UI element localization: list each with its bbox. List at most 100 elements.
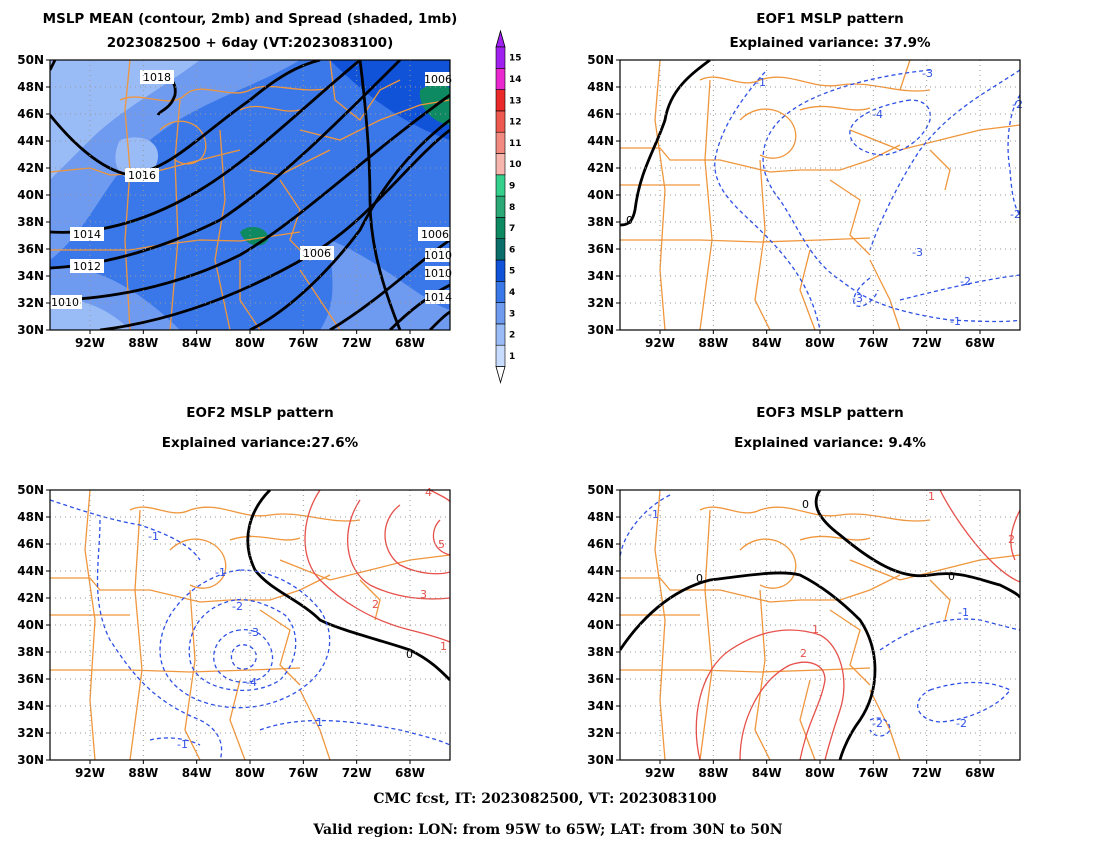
lat-tick-label: 38N: [17, 645, 44, 659]
colorbar-box: [495, 302, 506, 325]
contour-label: 2: [372, 598, 379, 611]
colorbar-label: 10: [509, 160, 522, 170]
mean-contour-labels: 1018 1016 1014 1012 1010 1006 1006 1006 …: [48, 70, 452, 309]
colorbar-label: 3: [509, 309, 515, 319]
lon-tick-label: 76W: [288, 766, 318, 780]
contour-label: 3: [420, 588, 427, 601]
contour-label: -1: [148, 530, 159, 543]
lon-tick-label: 76W: [288, 336, 318, 350]
lon-tick-label: 88W: [698, 336, 728, 350]
map-axes: 50N 48N 46N 44N 42N 40N 38N 36N 34N 32N 30N 92W 88W 8…: [17, 53, 451, 350]
lat-tick-label: 48N: [17, 80, 44, 94]
lat-tick-label: 32N: [17, 726, 44, 740]
lat-tick-label: 34N: [17, 699, 44, 713]
lon-tick-label: 88W: [128, 766, 158, 780]
contour-label: -1: [648, 508, 659, 521]
map-axes: 50N 48N 46N 44N 42N 40N 38N 36N 34N 32N 30N 92W 88W 8…: [17, 483, 451, 780]
contour-label: 1010: [424, 249, 452, 262]
lat-tick-label: 38N: [587, 215, 614, 229]
eof2-title-line2: Explained variance:27.6%: [162, 435, 359, 451]
contour-label: -2: [232, 600, 243, 613]
colorbar-bottom-arrow: [495, 366, 506, 384]
colorbar-box: [495, 195, 506, 218]
lat-tick-label: 40N: [17, 618, 44, 632]
eof-contours: [620, 490, 1020, 760]
contour-label: 0: [626, 214, 633, 227]
contour-label: 5: [438, 538, 445, 551]
colorbar-box: [495, 131, 506, 154]
lat-tick-label: 48N: [587, 80, 614, 94]
colorbar-box: [495, 259, 506, 282]
contour-label: 1014: [424, 291, 452, 304]
lat-tick-label: 44N: [17, 134, 44, 148]
colorbar-label: 9: [509, 181, 515, 191]
lon-tick-label: 72W: [342, 336, 372, 350]
lon-tick-label: 92W: [645, 336, 675, 350]
lat-tick-label: 30N: [587, 323, 614, 337]
contour-label: 1016: [128, 169, 156, 182]
contour-label: -1: [755, 76, 766, 89]
lon-tick-label: 68W: [965, 336, 995, 350]
lat-tick-label: 50N: [587, 483, 614, 497]
contour-label: -2: [1010, 208, 1021, 221]
contour-label: 1006: [303, 247, 331, 260]
contour-label: 0: [802, 498, 809, 511]
contour-label: 1018: [143, 71, 171, 84]
lat-tick-label: 32N: [587, 296, 614, 310]
contour-label: -4: [872, 108, 883, 121]
contour-label: 0: [696, 572, 703, 585]
colorbar-label: 2: [509, 331, 515, 341]
eof2-contour-labels: -1 -1 -2 -3 -4 -1 -1 0 1 2 3 4 5: [148, 486, 447, 751]
contour-label: 2: [1008, 533, 1015, 546]
footer-forecast-info: CMC fcst, IT: 2023082500, VT: 2023083100: [373, 791, 716, 807]
map-lines: [620, 490, 1020, 760]
colorbar-label: 14: [509, 75, 522, 85]
contour-label: -3: [248, 626, 259, 639]
contour-label: 0: [406, 648, 413, 661]
contour-label: 2: [800, 647, 807, 660]
colorbar-box: [495, 174, 506, 197]
contour-label: -2: [960, 275, 971, 288]
contour-label: -2: [956, 717, 967, 730]
contour-label: 4: [425, 486, 432, 499]
colorbar-box: [495, 344, 506, 367]
contour-label: 1006: [424, 73, 452, 86]
contour-label: -3: [912, 246, 923, 259]
lat-tick-label: 46N: [587, 107, 614, 121]
lon-tick-label: 88W: [698, 766, 728, 780]
contour-label: -1: [950, 315, 961, 328]
eof3-contour-labels: 0 0 0 -1 -1 -2 -2 1 2 1 2: [648, 490, 1015, 730]
colorbar-box: [495, 89, 506, 112]
eof-contours: [50, 490, 450, 760]
lon-tick-label: 80W: [235, 766, 265, 780]
contour-label: -1: [312, 716, 323, 729]
lat-tick-label: 44N: [587, 134, 614, 148]
contour-label: 1006: [421, 228, 449, 241]
lat-tick-label: 34N: [587, 269, 614, 283]
contour-label: -3: [922, 67, 933, 80]
lat-tick-label: 38N: [17, 215, 44, 229]
colorbar-box: [495, 46, 506, 69]
lon-tick-label: 76W: [858, 766, 888, 780]
lat-tick-label: 44N: [17, 564, 44, 578]
lat-tick-label: 36N: [17, 242, 44, 256]
contour-label: -2: [872, 717, 883, 730]
colorbar-label: 6: [509, 245, 515, 255]
lat-tick-label: 48N: [17, 510, 44, 524]
lon-tick-label: 92W: [75, 336, 105, 350]
contour-label: -1: [215, 566, 226, 579]
lat-tick-label: 42N: [17, 161, 44, 175]
lat-tick-label: 34N: [17, 269, 44, 283]
lat-tick-label: 40N: [587, 188, 614, 202]
contour-label: 0: [948, 570, 955, 583]
contour-label: 1012: [73, 260, 101, 273]
mslp-contours: [50, 60, 450, 330]
lon-tick-label: 68W: [395, 336, 425, 350]
eof3-title-line2: Explained variance: 9.4%: [734, 435, 926, 451]
axes-layer: 50N 48N 46N 44N 42N 40N 38N 36N 34N 32N 30N 92W 88W 8…: [17, 53, 1021, 780]
colorbar-label: 8: [509, 203, 515, 213]
lon-tick-label: 68W: [395, 766, 425, 780]
contour-label: -2: [1012, 98, 1023, 111]
lon-tick-label: 72W: [342, 766, 372, 780]
